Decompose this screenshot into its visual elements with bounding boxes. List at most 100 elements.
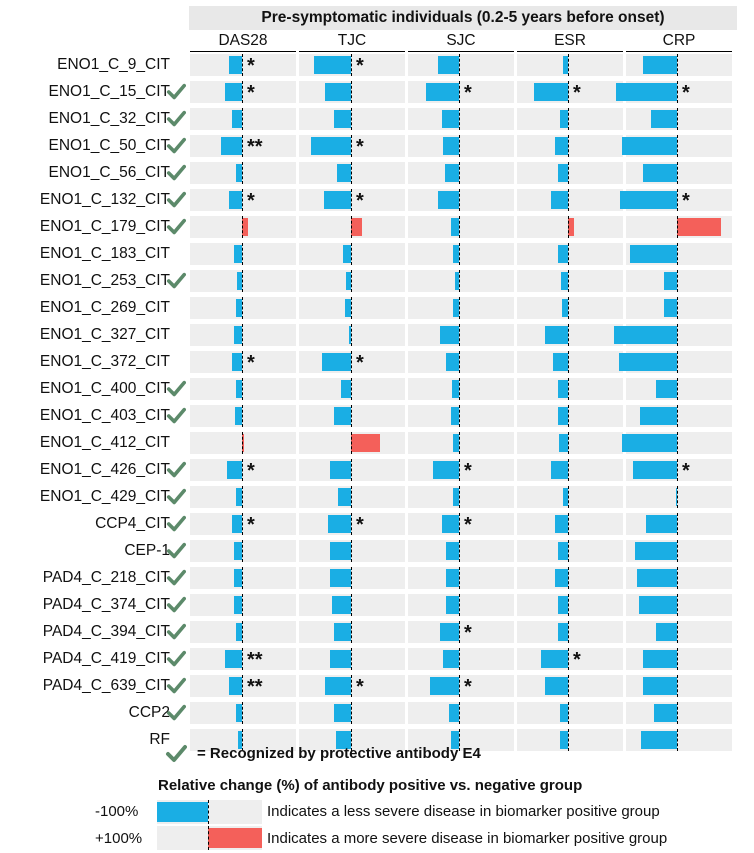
cell-crp: [626, 540, 732, 562]
bar: [555, 515, 568, 533]
bar: [544, 677, 568, 695]
cell-tjc: *: [299, 189, 405, 212]
bar: [557, 380, 568, 398]
row-label: ENO1_C_179_CIT: [39, 218, 170, 235]
cell-das28: [190, 405, 296, 427]
cell-tjc: [299, 216, 405, 238]
bar: [629, 245, 677, 263]
bar: [334, 110, 351, 128]
significance-mark: **: [247, 136, 263, 158]
zero-line: [351, 675, 352, 697]
cell-tjc: *: [299, 135, 405, 158]
zero-line: [568, 621, 569, 643]
cell-das28: [190, 486, 296, 508]
significance-mark: *: [573, 649, 581, 671]
zero-line: [459, 486, 460, 508]
zero-line: [677, 459, 678, 481]
zero-line: [351, 459, 352, 481]
zero-line: [677, 297, 678, 319]
zero-line: [351, 162, 352, 184]
zero-line: [677, 162, 678, 184]
legend-neg-text: Indicates a less severe disease in bioma…: [267, 803, 660, 820]
cell-das28: *: [190, 513, 296, 536]
zero-line: [459, 324, 460, 346]
column-header-tjc: TJC: [299, 31, 405, 52]
bar: [557, 407, 568, 425]
row-label: ENO1_C_253_CIT: [39, 272, 170, 289]
check-icon: [166, 704, 186, 721]
zero-line: [459, 405, 460, 427]
legend-neg-zero: [208, 800, 209, 824]
cell-crp: [626, 486, 732, 508]
cell-das28: *: [190, 81, 296, 104]
cell-tjc: [299, 594, 405, 616]
cell-crp: [626, 621, 732, 643]
bar: [332, 596, 351, 614]
bar: [235, 488, 242, 506]
zero-line: [242, 189, 243, 211]
cell-das28: [190, 432, 296, 454]
cell-crp: [626, 108, 732, 130]
check-icon: [166, 191, 186, 208]
significance-mark: *: [573, 82, 581, 104]
bar: [555, 137, 568, 155]
cell-sjc: *: [408, 459, 514, 482]
bar: [452, 299, 459, 317]
bar: [616, 83, 677, 101]
cell-tjc: [299, 729, 405, 751]
zero-line: [242, 513, 243, 535]
zero-line: [568, 324, 569, 346]
cell-sjc: [408, 135, 514, 157]
column-header-das28: DAS28: [190, 31, 296, 52]
cell-das28: [190, 162, 296, 184]
bar: [225, 650, 242, 668]
significance-mark: *: [682, 460, 690, 482]
zero-line: [459, 216, 460, 238]
column-header-sjc: SJC: [408, 31, 514, 52]
bar: [656, 623, 677, 641]
cell-das28: [190, 567, 296, 589]
bar: [237, 731, 242, 749]
row-label: ENO1_C_327_CIT: [39, 326, 170, 343]
bar: [231, 515, 242, 533]
significance-mark: *: [682, 190, 690, 212]
zero-line: [242, 270, 243, 292]
zero-line: [677, 621, 678, 643]
zero-line: [568, 567, 569, 589]
cell-crp: [626, 675, 732, 697]
zero-line: [459, 540, 460, 562]
zero-line: [677, 54, 678, 76]
row-label: PAD4_C_639_CIT: [42, 677, 170, 694]
cell-das28: [190, 621, 296, 643]
zero-line: [242, 405, 243, 427]
cell-crp: [626, 513, 732, 535]
bar: [330, 569, 351, 587]
bar: [677, 218, 722, 236]
cell-das28: [190, 270, 296, 292]
bar: [443, 137, 459, 155]
zero-line: [677, 567, 678, 589]
zero-line: [459, 729, 460, 751]
bar: [664, 299, 677, 317]
zero-line: [677, 189, 678, 211]
zero-line: [242, 54, 243, 76]
zero-line: [351, 513, 352, 535]
zero-line: [351, 540, 352, 562]
cell-sjc: [408, 270, 514, 292]
zero-line: [568, 513, 569, 535]
zero-line: [242, 540, 243, 562]
zero-line: [568, 675, 569, 697]
zero-line: [568, 405, 569, 427]
row-label: RF: [149, 731, 170, 748]
zero-line: [677, 486, 678, 508]
zero-line: [568, 108, 569, 130]
zero-line: [677, 135, 678, 157]
bar: [632, 461, 677, 479]
zero-line: [459, 297, 460, 319]
check-icon: [166, 515, 186, 532]
cell-tjc: *: [299, 675, 405, 698]
bar: [557, 164, 568, 182]
cell-sjc: [408, 378, 514, 400]
zero-line: [351, 351, 352, 373]
column-header-crp: CRP: [626, 31, 732, 52]
